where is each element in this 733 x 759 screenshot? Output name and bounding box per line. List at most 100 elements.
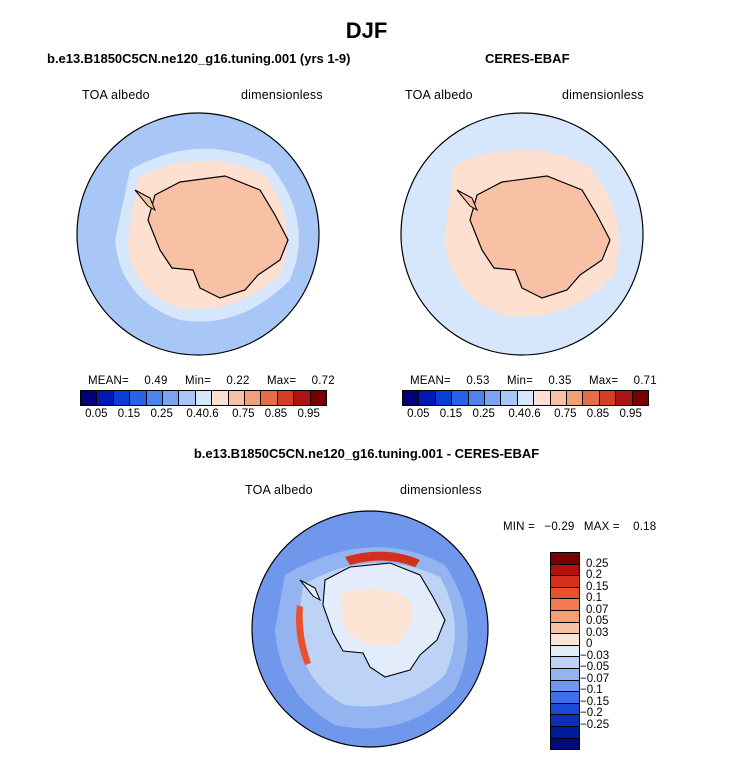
panel2-mean: 0.53 [466,375,490,387]
colorbar-swatch [163,391,180,405]
colorbar-swatch [245,391,262,405]
colorbar-tick-label: 0.25 [472,408,495,420]
panel3-polar-map [251,510,489,748]
antarctic-peninsula [456,189,479,212]
panel1-stats: MEAN= 0.49 Min= 0.22 Max= 0.72 [88,375,335,387]
colorbar-swatch [551,692,579,704]
panel1-min: 0.22 [226,375,250,387]
colorbar-swatch [551,645,579,658]
colorbar-swatch [517,391,535,405]
colorbar-tick-label: −0.25 [580,718,610,731]
panel1-colorbar [80,390,327,406]
colorbar-swatch [551,738,579,750]
colorbar-swatch [551,587,579,600]
panel2-left-label: TOA albedo [405,88,473,102]
panel3-left-label: TOA albedo [245,483,313,497]
colorbar-swatch [551,726,579,739]
colorbar-tick-label: 0.75 [554,408,577,420]
antarctica-outline [147,175,289,299]
colorbar-tick-label: 0.4 [186,408,203,420]
colorbar-tick-label: 0.2 [586,569,602,582]
panel2-max: 0.71 [633,375,657,387]
panel2-colorbar [402,390,649,406]
colorbar-swatch [179,391,196,405]
peninsula-positive-region [296,605,311,665]
colorbar-tick-label: −0.15 [580,695,610,708]
panel3-stats: MIN = −0.29 MAX = 0.18 [503,521,656,533]
colorbar-swatch [551,634,579,646]
colorbar-swatch [551,599,579,611]
colorbar-swatch [113,391,131,405]
colorbar-swatch [294,391,311,405]
colorbar-swatch [130,391,147,405]
panel2-stats: MEAN= 0.53 Min= 0.35 Max= 0.71 [410,375,657,387]
colorbar-swatch [551,622,579,635]
antarctic-peninsula [299,579,322,602]
colorbar-tick-label: 0.05 [85,408,108,420]
panel2-polar-map [400,112,644,356]
colorbar-tick-label: −0.1 [580,684,603,697]
colorbar-tick-label: 0.05 [407,408,430,420]
colorbar-swatch [551,703,579,716]
colorbar-swatch [616,391,633,405]
colorbar-swatch [435,391,453,405]
colorbar-tick-label: 0.85 [264,408,288,420]
colorbar-swatch [485,391,502,405]
map-border [76,112,320,356]
colorbar-swatch [551,680,579,693]
colorbar-swatch [403,391,420,405]
panel3-min-label: MIN = [503,521,535,533]
colorbar-swatch [146,391,164,405]
panel1-mean-label: MEAN= [88,375,129,387]
colorbar-tick-label: 0.1 [586,592,602,605]
continent-positive-region [340,588,413,646]
colorbar-swatch [534,391,551,405]
colorbar-tick-label: −0.05 [580,661,610,674]
panel3-max-label: MAX = [583,521,620,533]
colorbar-tick-label: 0.6 [524,408,541,420]
colorbar-swatch [501,391,518,405]
panel2-title: CERES-EBAF [485,51,570,66]
colorbar-swatch [81,391,98,405]
colorbar-tick-label: 0.07 [586,603,609,616]
colorbar-swatch [550,391,568,405]
panel1-max-label: Max= [267,375,297,387]
colorbar-tick-label: 0.95 [619,408,642,420]
colorbar-swatch [551,657,579,669]
colorbar-swatch [261,391,278,405]
antarctica-outline [469,175,611,299]
antarctic-peninsula [134,189,157,212]
panel3-min: −0.29 [544,521,575,533]
colorbar-swatch [228,391,246,405]
colorbar-swatch [551,610,579,623]
panel3-right-label: dimensionless [400,483,482,497]
panel1-max: 0.72 [311,375,335,387]
colorbar-swatch [212,391,229,405]
colorbar-tick-label: 0.75 [232,408,255,420]
colorbar-tick-label: −0.03 [580,649,610,662]
colorbar-swatch [452,391,469,405]
map-border [251,510,489,748]
panel1-polar-map [76,112,320,356]
colorbar-swatch [551,715,579,727]
panel1-left-label: TOA albedo [82,88,150,102]
panel2-min-label: Min= [506,375,533,387]
colorbar-tick-label: 0.03 [586,626,609,639]
colorbar-swatch [468,391,486,405]
colorbar-swatch [277,391,295,405]
panel2-max-label: Max= [589,375,619,387]
panel1-mean: 0.49 [144,375,168,387]
panel3-colorbar-ticks: 0.25 0.2 0.15 0.1 0.07 0.05 0.03 0 −0.03 −0.05 −0.… [580,552,646,748]
map-border [400,112,644,356]
colorbar-tick-label: 0.85 [586,408,610,420]
panel3-title: b.e13.B1850C5CN.ne120_g16.tuning.001 - C… [193,446,540,461]
colorbar-swatch [551,576,579,588]
colorbar-swatch [310,391,327,405]
colorbar-swatch [599,391,617,405]
colorbar-swatch [551,668,579,681]
colorbar-tick-label: 0.25 [586,557,609,570]
colorbar-tick-label: 0.15 [439,408,463,420]
panel2-min: 0.35 [548,375,572,387]
panel3-colorbar [550,552,580,750]
colorbar-tick-label: 0.05 [586,615,609,628]
